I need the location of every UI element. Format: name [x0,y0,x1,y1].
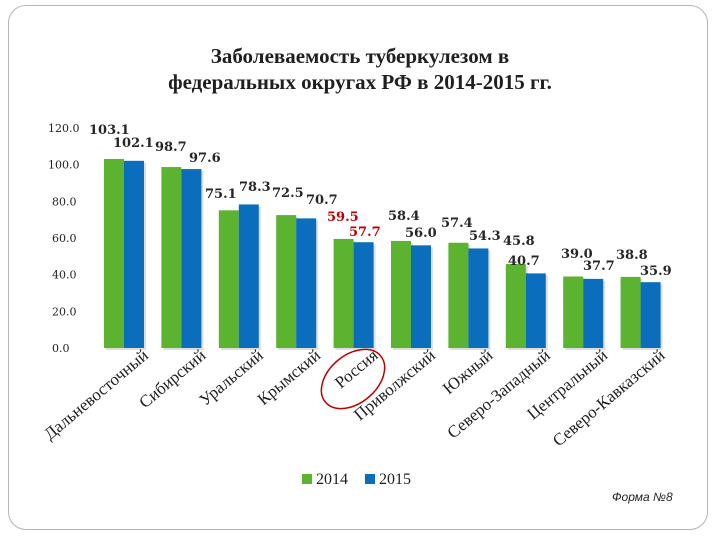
data-label-2015: 56.0 [405,226,437,241]
y-tick-label: 20.0 [52,305,77,318]
bar-2015 [640,282,661,348]
category-label: Дальневосточный [40,346,152,444]
legend-swatch-2015 [365,474,375,484]
bar-2015 [525,273,546,348]
bar-2015 [181,169,202,348]
bar-2014 [276,215,297,348]
data-label-2015: 70.7 [306,193,338,208]
bar-2014 [333,238,354,348]
data-label-2014: 57.4 [441,216,473,231]
bar-2015 [353,242,374,348]
data-label-2014: 75.1 [205,187,237,202]
y-tick-label: 120.0 [48,122,80,135]
chart-title-line-2: федеральных округах РФ в 2014-2015 гг. [168,70,552,94]
bar-2015 [583,278,604,348]
y-tick-label: 100.0 [48,159,80,172]
bar-2015 [124,160,144,348]
legend-swatch-2014 [302,474,312,484]
category-label: Уральский [196,346,267,410]
data-label-2014: 103.1 [89,123,130,138]
bar-2014 [448,242,469,348]
bar-2014 [104,158,124,348]
bar-2014 [620,276,641,348]
data-label-2015: 57.7 [349,225,381,240]
bar-2014 [505,264,526,348]
bar-2015 [238,204,259,348]
bar-2015 [411,245,431,348]
bar-2014 [161,167,182,348]
legend-label-2014: 2014 [316,471,348,488]
data-label-2014: 59.5 [327,210,359,225]
bar-2014 [218,210,239,348]
data-label-2015: 54.3 [469,229,501,244]
data-label-2014: 58.4 [388,209,420,224]
bar-2015 [296,218,317,348]
data-label-2014: 45.8 [503,234,535,249]
bar-2014 [391,240,411,348]
bar-2015 [468,248,489,348]
category-label: Северо-Западный [444,346,554,443]
data-label-2015: 78.3 [239,180,271,195]
y-tick-label: 80.0 [52,195,77,208]
data-label-2014: 72.5 [272,186,304,201]
data-label-2015: 97.6 [189,151,221,166]
data-label-2014: 38.8 [616,248,648,263]
y-tick-label: 60.0 [52,232,77,245]
category-label: Россия [331,345,382,392]
data-label-2015: 40.7 [508,254,540,269]
data-label-2015: 102.1 [113,136,154,151]
category-label: Крымский [254,346,324,409]
legend-label-2015: 2015 [379,471,411,488]
y-tick-label: 40.0 [52,269,77,282]
highlight-circle [320,348,386,410]
data-label-2015: 37.7 [583,259,615,274]
data-label-2014: 39.0 [561,247,593,262]
data-label-2014: 98.7 [155,140,187,155]
form-footnote: Форма №8 [612,490,673,504]
data-label-2015: 35.9 [640,264,672,279]
y-tick-label: 0.0 [52,342,70,355]
bar-2014 [563,276,584,348]
chart-title-line-1: Заболеваемость туберкулезом в [210,44,510,68]
